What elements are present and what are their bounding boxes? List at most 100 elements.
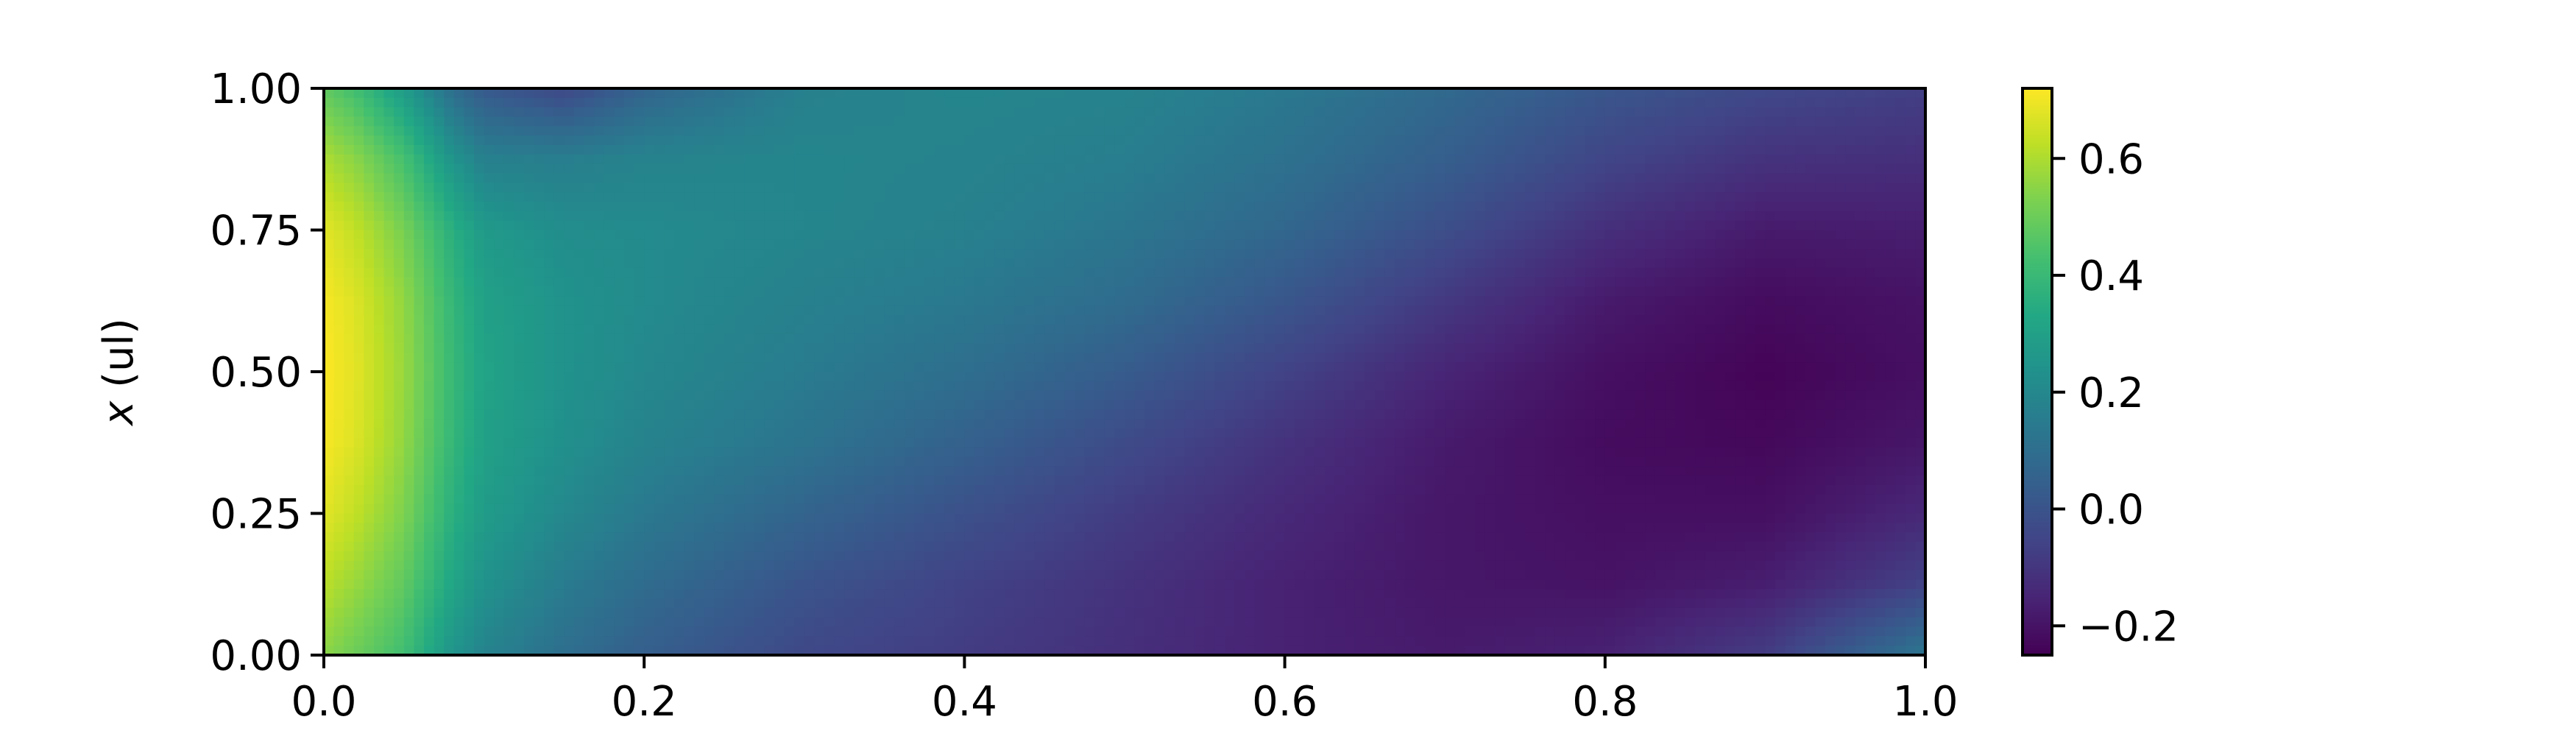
heatmap-cell (1164, 88, 1175, 99)
heatmap-cell (1454, 230, 1466, 241)
heatmap-cell (1755, 211, 1766, 222)
heatmap-cell (1604, 333, 1616, 344)
heatmap-cell (1195, 211, 1206, 222)
heatmap-cell (954, 249, 966, 259)
heatmap-cell (1615, 239, 1626, 250)
heatmap-cell (1004, 353, 1016, 363)
heatmap-cell (374, 126, 385, 136)
heatmap-cell (1025, 211, 1036, 222)
heatmap-cell (1264, 258, 1275, 269)
heatmap-cell (1075, 333, 1086, 344)
heatmap-cell (684, 192, 695, 202)
heatmap-cell (1075, 126, 1086, 136)
heatmap-cell (514, 183, 525, 193)
heatmap-cell (1655, 88, 1666, 99)
heatmap-cell (1214, 315, 1225, 325)
heatmap-cell (994, 145, 1005, 155)
heatmap-cell (714, 220, 725, 231)
heatmap-cell (1075, 88, 1086, 99)
heatmap-cell (534, 145, 545, 155)
heatmap-cell (784, 183, 795, 193)
heatmap-cell (434, 173, 445, 184)
heatmap-cell (1325, 126, 1336, 136)
heatmap-cell (1525, 258, 1536, 269)
heatmap-cell (794, 239, 805, 250)
heatmap-cell (734, 230, 745, 241)
heatmap-cell (1615, 343, 1626, 354)
heatmap-cell (344, 192, 355, 202)
heatmap-cell (1234, 145, 1245, 155)
heatmap-cell (864, 107, 875, 118)
heatmap-cell (1504, 116, 1516, 127)
heatmap-cell (1345, 173, 1356, 184)
heatmap-cell (1345, 324, 1356, 335)
heatmap-cell (924, 116, 935, 127)
heatmap-cell (774, 154, 785, 165)
heatmap-cell (1264, 239, 1275, 250)
heatmap-cell (1545, 107, 1556, 118)
heatmap-cell (474, 192, 485, 202)
heatmap-cell (1835, 343, 1846, 354)
heatmap-cell (1865, 249, 1876, 259)
heatmap-cell (644, 163, 655, 174)
heatmap-cell (824, 286, 835, 297)
heatmap-cell (553, 315, 565, 325)
heatmap-cell (414, 97, 425, 108)
heatmap-cell (333, 343, 344, 354)
heatmap-cell (1384, 305, 1395, 316)
heatmap-cell (1575, 249, 1586, 259)
heatmap-cell (1415, 135, 1426, 146)
heatmap-cell (1885, 296, 1896, 306)
heatmap-cell (524, 154, 535, 165)
heatmap-cell (704, 97, 715, 108)
heatmap-cell (1325, 296, 1336, 306)
heatmap-cell (1825, 135, 1836, 146)
heatmap-cell (974, 220, 986, 231)
heatmap-cell (844, 202, 855, 212)
heatmap-cell (1084, 296, 1095, 306)
heatmap-cell (1054, 163, 1066, 174)
heatmap-cell (914, 97, 925, 108)
heatmap-cell (944, 97, 955, 108)
heatmap-cell (594, 249, 605, 259)
heatmap-cell (1234, 135, 1245, 146)
heatmap-cell (1415, 88, 1426, 99)
heatmap-cell (1475, 88, 1486, 99)
heatmap-cell (924, 353, 935, 363)
heatmap-cell (1625, 220, 1636, 231)
heatmap-cell (564, 381, 575, 392)
heatmap-cell (1214, 163, 1225, 174)
heatmap-cell (1575, 277, 1586, 288)
heatmap-cell (1064, 305, 1075, 316)
heatmap-cell (1685, 145, 1696, 155)
heatmap-cell (594, 324, 605, 335)
heatmap-cell (444, 163, 455, 174)
heatmap-cell (444, 315, 455, 325)
heatmap-cell (1284, 353, 1295, 363)
heatmap-cell (1875, 173, 1886, 184)
heatmap-cell (1025, 202, 1036, 212)
heatmap-cell (464, 211, 475, 222)
heatmap-cell (1695, 353, 1706, 363)
heatmap-cell (1485, 333, 1496, 344)
heatmap-cell (494, 343, 505, 354)
heatmap-cell (1595, 239, 1606, 250)
heatmap-cell (1325, 107, 1336, 118)
heatmap-cell (594, 381, 605, 392)
heatmap-cell (984, 230, 995, 241)
heatmap-cell (984, 173, 995, 184)
heatmap-cell (814, 353, 825, 363)
heatmap-cell (784, 230, 795, 241)
heatmap-cell (1795, 211, 1806, 222)
heatmap-cell (764, 324, 775, 335)
heatmap-cell (1635, 107, 1646, 118)
heatmap-cell (1645, 88, 1656, 99)
heatmap-cell (894, 296, 905, 306)
heatmap-cell (474, 305, 485, 316)
heatmap-cell (1554, 192, 1566, 202)
heatmap-cell (964, 107, 975, 118)
heatmap-cell (553, 97, 565, 108)
heatmap-cell (1525, 296, 1536, 306)
heatmap-cell (1525, 135, 1536, 146)
